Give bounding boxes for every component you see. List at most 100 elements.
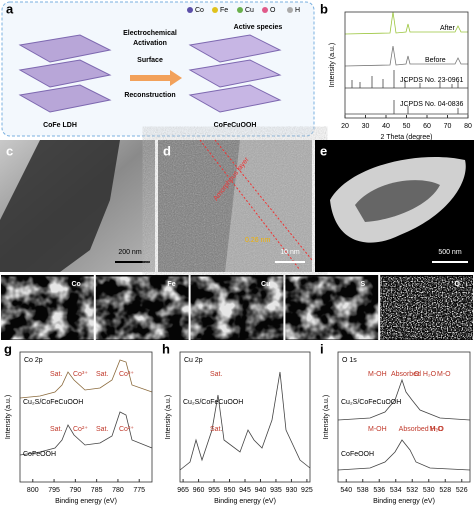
peak-label: M-O bbox=[437, 371, 451, 378]
xrd-trace bbox=[344, 45, 468, 67]
x-tick-label: 795 bbox=[48, 487, 60, 494]
x-tick-label: 50 bbox=[403, 123, 411, 130]
spectrum bbox=[19, 359, 153, 399]
peak-label: Co³⁺ bbox=[119, 371, 134, 378]
step-text: Activation bbox=[133, 40, 167, 47]
spectrum bbox=[179, 371, 311, 471]
oxyhydroxide-stack bbox=[188, 34, 282, 113]
x-axis-label: Binding energy (eV) bbox=[373, 498, 435, 505]
sample-label: Cu₂S/CoFeCuOOH bbox=[23, 399, 83, 406]
y-axis-label: Intensity (a.u.) bbox=[165, 395, 172, 439]
sample-label: CoFeOOH bbox=[23, 451, 56, 458]
x-tick-label: 955 bbox=[208, 487, 220, 494]
x-tick-label: 940 bbox=[255, 487, 267, 494]
x-tick-label: 960 bbox=[193, 487, 205, 494]
spectrum bbox=[19, 411, 153, 456]
x-tick-label: 536 bbox=[373, 487, 385, 494]
x-tick-label: 20 bbox=[341, 123, 349, 130]
x-tick-label: 935 bbox=[270, 487, 282, 494]
y-axis-label: Intensity (a.u.) bbox=[329, 43, 336, 87]
element-label: S bbox=[361, 281, 366, 288]
panel-label: c bbox=[6, 143, 13, 158]
panel-label: a bbox=[6, 1, 14, 16]
x-tick-label: 540 bbox=[340, 487, 352, 494]
spectrum bbox=[337, 378, 471, 421]
scale-label: 10 nm bbox=[280, 249, 300, 256]
legend-label: Co bbox=[195, 7, 204, 14]
x-tick-label: 538 bbox=[357, 487, 369, 494]
x-tick-label: 60 bbox=[423, 123, 431, 130]
panel-label: i bbox=[320, 341, 324, 356]
eds-signal bbox=[292, 282, 372, 334]
arrow bbox=[130, 70, 182, 86]
x-tick-label: 950 bbox=[224, 487, 236, 494]
peak-label: Sat. bbox=[96, 426, 109, 433]
legend-dot bbox=[237, 7, 243, 13]
trace-label: JCPDS No. 04-0836 bbox=[400, 101, 464, 108]
spectrum-title: Co 2p bbox=[24, 357, 43, 364]
y-axis-label: Intensity (a.u.) bbox=[5, 395, 12, 439]
step-text: Reconstruction bbox=[124, 92, 175, 99]
layer-bound bbox=[199, 139, 313, 271]
scale-label: 200 nm bbox=[118, 249, 142, 256]
sample-label: Cu₂S/CoFeCuOOH bbox=[341, 399, 401, 406]
spectrum bbox=[337, 439, 471, 471]
peak-label: M-OH bbox=[368, 371, 387, 378]
peak-label: O bbox=[414, 371, 420, 378]
x-tick-label: 530 bbox=[423, 487, 435, 494]
legend-label: O bbox=[270, 7, 276, 14]
x-tick-label: 526 bbox=[456, 487, 468, 494]
legend-dot bbox=[287, 7, 293, 13]
legend-label: Cu bbox=[245, 7, 254, 14]
eds-signal bbox=[102, 282, 182, 334]
element-label: Co bbox=[71, 281, 80, 288]
legend-dot bbox=[262, 7, 268, 13]
trace-label: After bbox=[440, 25, 455, 32]
peak-label: Absorbed H₂O bbox=[391, 371, 437, 378]
trace-label: Before bbox=[425, 57, 446, 64]
panel-label: h bbox=[162, 341, 170, 356]
spectrum-title: Cu 2p bbox=[184, 357, 203, 364]
panel-label: e bbox=[320, 143, 327, 158]
x-tick-label: 528 bbox=[439, 487, 451, 494]
x-tick-label: 775 bbox=[133, 487, 145, 494]
x-axis-label: 2 Theta (degree) bbox=[380, 134, 432, 141]
panel-label: d bbox=[163, 143, 171, 158]
peak-label: M-OH bbox=[368, 426, 387, 433]
plot-frame bbox=[337, 351, 471, 483]
x-tick-label: 925 bbox=[301, 487, 313, 494]
x-tick-label: 965 bbox=[177, 487, 189, 494]
eds-signal bbox=[197, 282, 277, 334]
x-axis-label: Binding energy (eV) bbox=[214, 498, 276, 505]
ldh-stack bbox=[18, 34, 112, 113]
eds-signal bbox=[387, 282, 466, 334]
step-text: Electrochemical bbox=[123, 30, 177, 37]
x-tick-label: 532 bbox=[406, 487, 418, 494]
particle-core bbox=[355, 180, 440, 222]
x-tick-label: 780 bbox=[112, 487, 124, 494]
plot-frame bbox=[19, 351, 153, 483]
peak-label: Co²⁺ bbox=[73, 426, 88, 433]
x-tick-label: 30 bbox=[362, 123, 370, 130]
legend-label: H bbox=[295, 7, 300, 14]
peak-label: Sat. bbox=[50, 426, 63, 433]
element-label: Cu bbox=[261, 281, 270, 288]
sample-label: Cu₂S/CoFeCuOOH bbox=[183, 399, 243, 406]
peak-label: Sat. bbox=[96, 371, 109, 378]
x-tick-label: 790 bbox=[70, 487, 82, 494]
lattice-noise bbox=[158, 140, 312, 272]
annotation: 0.26 nm bbox=[245, 237, 270, 244]
peak-label: Sat. bbox=[50, 371, 63, 378]
legend-dot bbox=[212, 7, 218, 13]
element-label: Fe bbox=[167, 281, 175, 288]
peak-label: Absorbed H₂O bbox=[399, 426, 445, 433]
eds-signal bbox=[8, 282, 87, 334]
peak-label: Co³⁺ bbox=[73, 371, 88, 378]
x-tick-label: 80 bbox=[464, 123, 472, 130]
legend-dot bbox=[187, 7, 193, 13]
spectrum-title: O 1s bbox=[342, 357, 357, 364]
structure-label: CoFe LDH bbox=[43, 122, 77, 129]
reference-sticks bbox=[345, 70, 468, 89]
reference-sticks bbox=[345, 100, 468, 115]
trace-label: JCPDS No. 23-0961 bbox=[400, 77, 464, 84]
